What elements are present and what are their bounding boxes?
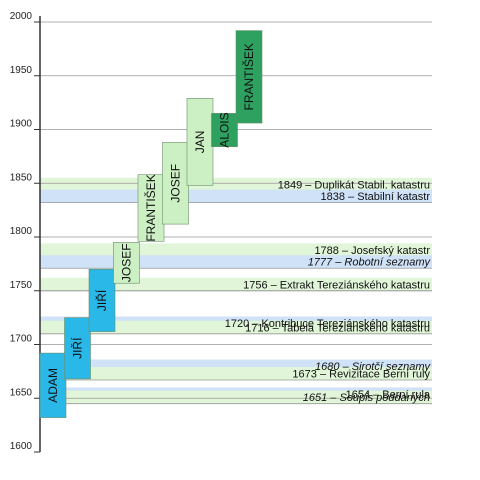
generation-rect bbox=[88, 268, 116, 332]
generation-rect bbox=[235, 30, 263, 124]
record-band bbox=[40, 367, 432, 381]
generation-box: ADAM bbox=[39, 352, 67, 418]
record-label: 1654 – Berní rula bbox=[346, 389, 431, 401]
axis-tick-label: 1650 bbox=[10, 387, 33, 398]
generation-name: JIŘÍ bbox=[94, 289, 109, 311]
generation-box: ALOIS bbox=[211, 112, 238, 148]
generation-name: ADAM bbox=[46, 368, 60, 403]
record-label: 1838 – Stabilní katastr bbox=[321, 191, 431, 203]
axis-tick-label: 1700 bbox=[10, 334, 33, 345]
record-band bbox=[40, 390, 432, 404]
generation-rect bbox=[39, 352, 67, 418]
axis-tick-label: 1800 bbox=[10, 226, 33, 237]
axis-tick-label: 1900 bbox=[10, 119, 33, 130]
generation-name: ALOIS bbox=[218, 112, 232, 147]
record-band bbox=[40, 320, 432, 334]
record-label: 1651 – Soupis poddaných bbox=[303, 392, 430, 404]
generation-name: JOSEF bbox=[120, 243, 134, 282]
generation-box: FRANTIŠEK bbox=[235, 30, 263, 124]
axis-tick-label: 1950 bbox=[10, 65, 33, 76]
generation-rect bbox=[64, 317, 91, 380]
record-label: 1777 – Robotní seznamy bbox=[308, 257, 432, 269]
generation-box: JOSEF bbox=[113, 242, 140, 284]
generation-box: JAN bbox=[186, 98, 214, 186]
generation-box: FRANTIŠEK bbox=[137, 174, 165, 242]
generation-name: FRANTIŠEK bbox=[143, 174, 158, 241]
record-label: 1756 – Extrakt Tereziánského katastru bbox=[243, 279, 430, 291]
record-label: 1720 – Kontribuce Tereziánského katastru bbox=[225, 318, 430, 330]
generation-rect bbox=[186, 98, 214, 186]
generation-box: JOSEF bbox=[162, 142, 189, 225]
generation-box: JIŘÍ bbox=[64, 317, 91, 380]
axis-tick-label: 1850 bbox=[10, 172, 33, 183]
generation-rect bbox=[113, 242, 140, 284]
generation-name: JOSEF bbox=[169, 164, 183, 203]
record-label: 1788 – Josefský katastr bbox=[314, 245, 430, 257]
generation-rect bbox=[211, 113, 238, 148]
record-label: 1716 – Tabela Tereziánského katastru bbox=[245, 322, 430, 334]
generation-name: JIŘÍ bbox=[70, 337, 85, 359]
generation-name: JAN bbox=[193, 131, 207, 154]
generation-box: JIŘÍ bbox=[88, 268, 116, 332]
record-label: 1673 – Revizitace Berní ruly bbox=[292, 369, 430, 381]
generation-rect bbox=[162, 142, 189, 225]
record-label: 1680 – Sirotčí seznamy bbox=[315, 361, 431, 373]
axis-tick-label: 1600 bbox=[10, 441, 33, 452]
axis-tick-label: 2000 bbox=[10, 11, 33, 22]
record-label: 1849 – Duplikát Stabil. katastru bbox=[278, 179, 430, 191]
generation-rect bbox=[137, 174, 165, 242]
axis-tick-label: 1750 bbox=[10, 280, 33, 291]
generation-name: FRANTIŠEK bbox=[241, 43, 256, 110]
